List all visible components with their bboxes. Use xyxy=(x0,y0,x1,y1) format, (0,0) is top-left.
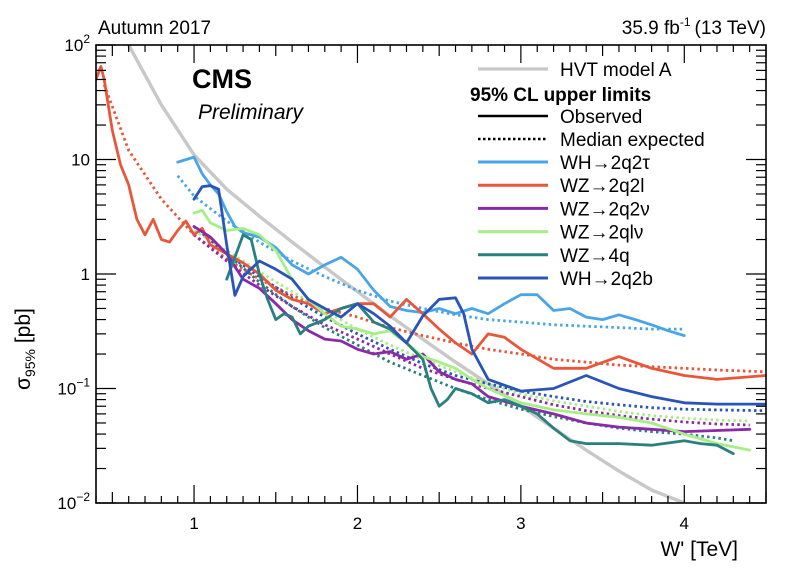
plot-frame xyxy=(95,44,767,504)
y-axis-unit: [pb] xyxy=(12,308,35,349)
energy-label: (13 TeV) xyxy=(695,18,766,39)
y-axis-symbol: σ xyxy=(12,377,35,390)
legend-label-series-4: WZ→4q xyxy=(560,246,630,267)
y-tick-label: 1 xyxy=(81,265,90,284)
theory-line-hvt xyxy=(126,45,686,503)
legend-label-series-0: WH→2q2τ xyxy=(560,153,650,174)
legend-label-expected: Median expected xyxy=(560,130,705,151)
y-tick-label: 10−1 xyxy=(57,376,90,399)
y-axis-subscript: 95% xyxy=(22,349,38,377)
legend-label-hvt: HVT model A xyxy=(560,60,672,81)
experiment-label: CMS xyxy=(192,64,252,94)
expected-line-4 xyxy=(225,252,734,443)
y-tick-base: 10 xyxy=(71,151,90,170)
header-period: Autumn 2017 xyxy=(98,18,211,39)
plot-area xyxy=(96,45,766,503)
header-luminosity: 35.9 fb-1 (13 TeV) xyxy=(622,15,766,39)
y-tick-label: 10−2 xyxy=(57,490,90,513)
legend-label-series-1: WZ→2q2l xyxy=(560,176,644,197)
y-tick-exponent: −2 xyxy=(76,490,90,504)
expected-line-1 xyxy=(102,84,766,374)
legend-label-series-2: WZ→2q2ν xyxy=(560,199,650,220)
y-tick-exponent: 2 xyxy=(83,32,90,46)
observed-line-0 xyxy=(176,155,686,337)
x-axis-title: W' [TeV] xyxy=(660,538,738,561)
expected-line-2 xyxy=(193,233,750,427)
legend-title: 95% CL upper limits xyxy=(470,85,651,106)
observed-line-1 xyxy=(96,65,766,381)
y-tick-label: 102 xyxy=(64,32,90,55)
lumi-value: 35.9 fb xyxy=(622,18,680,39)
y-tick-base: 10 xyxy=(57,494,76,513)
chart-curves xyxy=(96,45,766,503)
x-tick-label: 4 xyxy=(680,514,689,533)
status-label: Preliminary xyxy=(198,101,305,124)
legend-label-observed: Observed xyxy=(560,107,642,128)
y-tick-base: 10 xyxy=(57,380,76,399)
legend-label-series-3: WZ→2qlν xyxy=(560,223,643,244)
x-tick-label: 2 xyxy=(353,514,362,533)
y-tick-label: 10 xyxy=(71,151,90,170)
lumi-exponent: -1 xyxy=(680,15,691,29)
legend: HVT model A 95% CL upper limits Observed… xyxy=(470,60,705,290)
legend-label-series-5: WH→2q2b xyxy=(560,269,653,290)
y-tick-exponent: −1 xyxy=(76,376,90,390)
x-tick-label: 1 xyxy=(189,514,198,533)
y-tick-base: 1 xyxy=(81,265,90,284)
y-tick-base: 10 xyxy=(64,36,83,55)
observed-line-5 xyxy=(192,184,766,406)
x-tick-label: 3 xyxy=(516,514,525,533)
axis-ticks xyxy=(95,44,767,504)
y-axis-title: σ95% [pb] xyxy=(12,308,38,390)
observed-line-4 xyxy=(225,233,735,455)
